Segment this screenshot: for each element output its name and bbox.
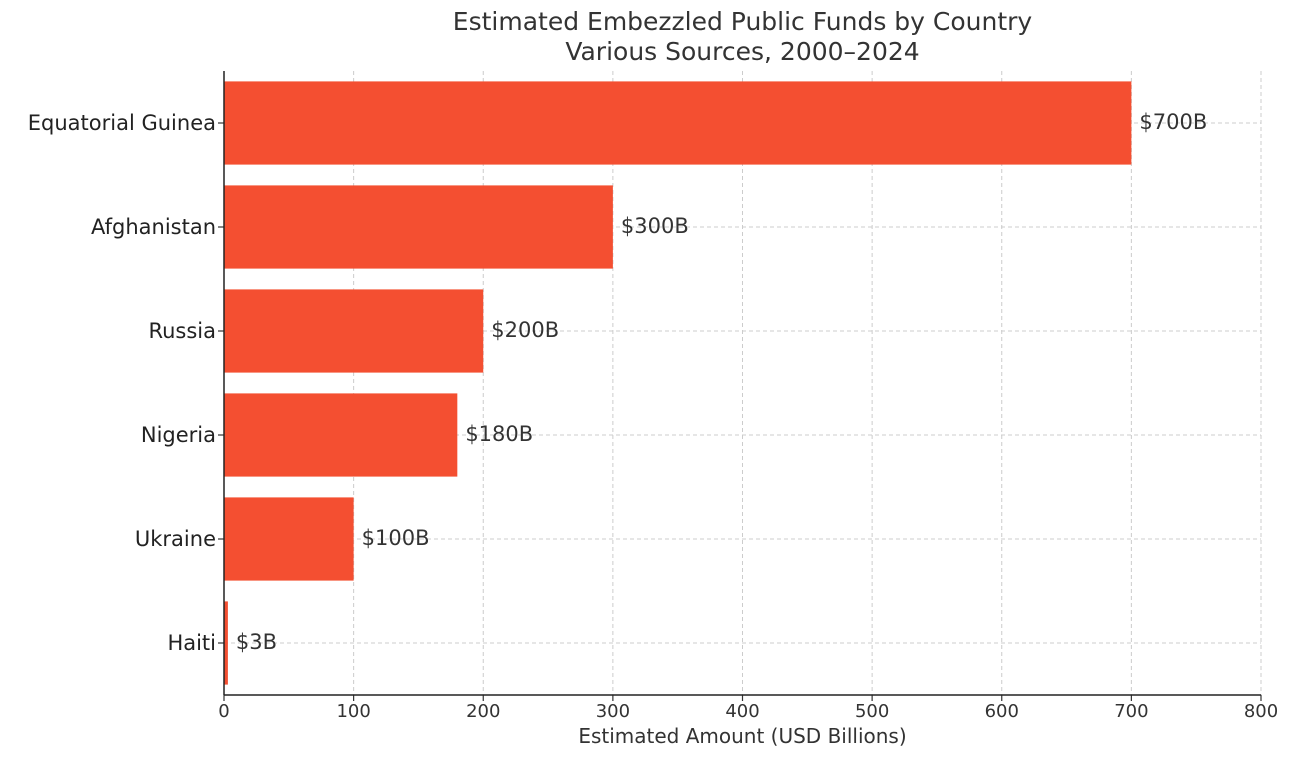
data-label: $200B bbox=[491, 318, 559, 342]
data-label: $3B bbox=[236, 630, 277, 654]
bar bbox=[224, 497, 354, 581]
bar bbox=[224, 393, 458, 477]
chart-title: Estimated Embezzled Public Funds by Coun… bbox=[452, 7, 1033, 36]
data-label: $180B bbox=[465, 422, 533, 446]
x-tick-label: 400 bbox=[725, 701, 759, 722]
x-tick-label: 300 bbox=[596, 701, 630, 722]
x-tick-label: 800 bbox=[1244, 701, 1278, 722]
x-axis-label: Estimated Amount (USD Billions) bbox=[578, 724, 906, 748]
data-label: $300B bbox=[621, 214, 689, 238]
category-label: Afghanistan bbox=[91, 215, 216, 239]
chart-subtitle: Various Sources, 2000–2024 bbox=[565, 37, 920, 66]
category-label: Nigeria bbox=[141, 423, 216, 447]
data-label: $700B bbox=[1139, 110, 1207, 134]
category-label: Equatorial Guinea bbox=[28, 111, 216, 135]
x-tick-label: 0 bbox=[218, 701, 229, 722]
x-tick-label: 600 bbox=[985, 701, 1019, 722]
x-tick-label: 700 bbox=[1114, 701, 1148, 722]
x-tick-label: 200 bbox=[466, 701, 500, 722]
category-label: Haiti bbox=[167, 631, 216, 655]
x-tick-label: 100 bbox=[336, 701, 370, 722]
x-tick-label: 500 bbox=[855, 701, 889, 722]
bar bbox=[224, 81, 1132, 165]
category-label: Ukraine bbox=[135, 527, 216, 551]
bar bbox=[224, 289, 484, 373]
category-label: Russia bbox=[148, 319, 216, 343]
data-label: $100B bbox=[362, 526, 430, 550]
bar bbox=[224, 601, 228, 685]
bar bbox=[224, 185, 613, 269]
